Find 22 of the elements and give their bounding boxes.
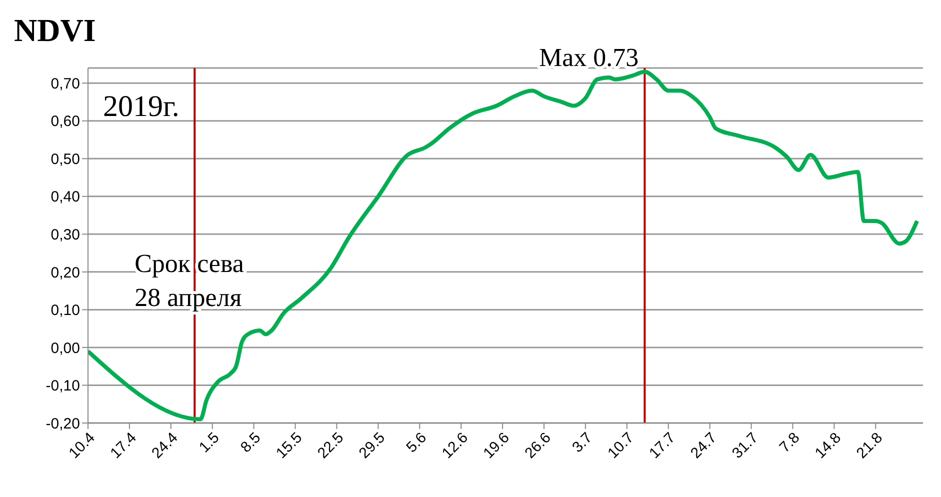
y-tick-label: 0,10 (50, 302, 80, 320)
y-tick-label: 0,00 (50, 340, 80, 357)
x-tick-label: 1.5 (196, 429, 223, 456)
annotation: Max 0.73 (538, 42, 639, 72)
x-tick-label: 31.7 (728, 429, 762, 462)
x-tick-label: 8.5 (237, 429, 264, 456)
y-tick-label: 0,50 (50, 150, 80, 168)
y-tick-label: -0,10 (46, 378, 80, 395)
x-tick-label: 5.6 (403, 429, 430, 456)
y-tick-label: -0,20 (46, 415, 80, 432)
x-tick-label: 3.7 (569, 429, 596, 456)
y-tick-label: 0,30 (50, 226, 80, 244)
y-tick-label: 0,70 (50, 75, 80, 92)
y-tick-label: 0,20 (50, 264, 80, 282)
x-tick-label: 7.8 (776, 429, 804, 456)
annotation: 2019г. (103, 90, 180, 124)
x-tick-label: 14.8 (812, 429, 845, 462)
y-tick-label: 0,40 (50, 188, 80, 206)
x-tick-label: 21.8 (853, 429, 886, 462)
y-axis-title: NDVI (14, 12, 96, 49)
y-tick-label: 0,60 (50, 113, 80, 130)
line-series (88, 70, 920, 422)
